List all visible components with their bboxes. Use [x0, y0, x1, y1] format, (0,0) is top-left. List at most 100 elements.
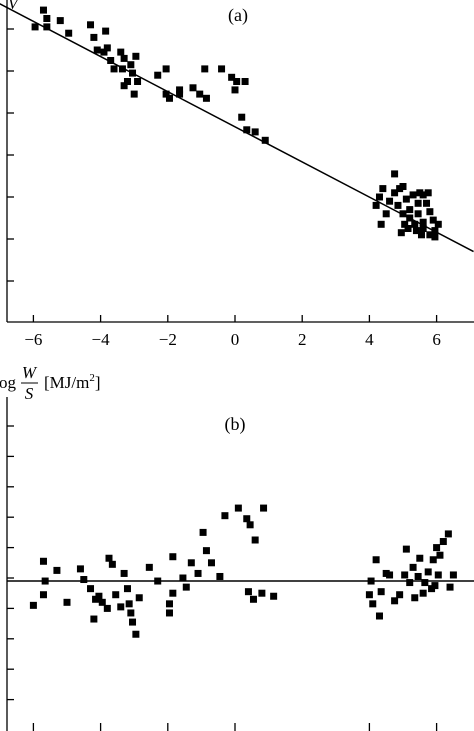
- panel-b-label: (b): [225, 414, 246, 435]
- panel-a-data-point: [399, 210, 407, 218]
- panel-a-data-point: [218, 65, 226, 73]
- panel-a-data-point: [118, 65, 126, 73]
- panel-b-data-point: [251, 536, 259, 544]
- panel-b-data-point: [95, 592, 103, 600]
- panel-b-data-point: [120, 569, 128, 577]
- panel-a-data-point: [399, 183, 407, 190]
- panel-b-data-point: [179, 574, 187, 582]
- panel-a-data-point: [243, 126, 251, 134]
- panel-b-data-point: [365, 591, 373, 599]
- panel-a-data-point: [431, 233, 439, 241]
- panel-b-data-point: [182, 583, 190, 591]
- panel-a-data-point: [31, 23, 39, 31]
- panel-b-y-label-unit-base: [MJ/m: [44, 373, 89, 392]
- panel-a-x-tick-label: −4: [92, 330, 111, 349]
- panel-b-data-point: [154, 577, 162, 585]
- panel-a-data-point: [397, 229, 405, 237]
- panel-b-data-point: [249, 595, 257, 603]
- panel-a-data-point: [120, 82, 128, 90]
- panel-b-data-point: [41, 577, 49, 585]
- panel-a-data-point: [154, 71, 162, 79]
- panel-a-data-point: [117, 48, 125, 56]
- panel-b-data-point: [375, 612, 383, 620]
- panel-a-x-tick-label: 2: [298, 330, 307, 349]
- panel-a-x-tick-label: 6: [432, 330, 441, 349]
- panel-a-data-point: [134, 78, 142, 85]
- panel-b-data-point: [187, 559, 195, 567]
- panel-b-data-point: [372, 556, 380, 564]
- panel-b-data-point: [202, 547, 210, 555]
- panel-b-data-point: [367, 577, 375, 585]
- panel-a-x-tick-labels: 8−6−4−202468: [24, 330, 441, 349]
- panel-b-data-point: [169, 589, 177, 597]
- panel-b-data-point: [145, 563, 153, 571]
- panel-b-data-point: [216, 572, 224, 580]
- panel-a-data-point: [414, 199, 422, 207]
- panel-b-data-point: [424, 568, 432, 576]
- panel-b-data-point: [258, 589, 266, 597]
- panel-a-data-point: [110, 65, 118, 73]
- panel-a-data-point: [423, 199, 431, 207]
- panel-a-data-point: [241, 78, 249, 85]
- panel-b-data-point: [436, 551, 444, 559]
- panel-a-data-point: [409, 191, 417, 199]
- panel-a-data-point: [202, 94, 210, 102]
- panel-b-data-point: [53, 566, 61, 574]
- panel-b-data-point: [409, 563, 417, 571]
- panel-a-data-point: [419, 191, 427, 199]
- panel-a-data-point: [412, 227, 420, 235]
- panel-a-data-point: [431, 227, 439, 235]
- panel-b-data-point: [132, 630, 140, 638]
- panel-b-data-point: [127, 609, 135, 617]
- panel-a-data-point: [401, 220, 409, 228]
- panel-b-y-label: og W S [MJ/m2]: [0, 363, 101, 403]
- panel-b-y-label-unit: [MJ/m2]: [44, 372, 101, 392]
- panel-b-data-point: [270, 592, 278, 600]
- panel-b-data-point: [433, 544, 441, 552]
- panel-b-data-point: [199, 528, 207, 536]
- panel-a-x-tick-label: −2: [159, 330, 177, 349]
- panel-a-data-point: [189, 84, 197, 92]
- panel-b-data-point: [416, 554, 424, 562]
- panel-a-data-point: [419, 225, 427, 232]
- panel-b-data-point: [221, 512, 229, 520]
- panel-b-data-point: [135, 594, 143, 602]
- panel-a-data-point: [406, 206, 414, 214]
- panel-b-data-point: [169, 553, 177, 561]
- panel-b-y-label-denominator: S: [25, 384, 34, 403]
- panel-a-data-point: [424, 189, 432, 197]
- panel-a-data-point: [120, 54, 128, 62]
- panel-b-data-point: [165, 600, 173, 608]
- panel-b-data-point: [401, 571, 409, 579]
- panel-b-data-point: [103, 604, 111, 612]
- panel-a-data-point: [394, 201, 402, 209]
- panel-b-data-point: [194, 569, 202, 577]
- panel-a-data-point: [43, 23, 51, 31]
- panel-a-data-point: [404, 225, 412, 232]
- panel-b: og W S [MJ/m2] (b): [0, 363, 474, 731]
- panel-b-x-ticks: [32, 723, 438, 731]
- panel-a-data-point: [103, 44, 111, 52]
- panel-a-data-point: [100, 48, 108, 56]
- panel-b-data-point: [396, 591, 404, 599]
- panel-b-data-point: [434, 571, 442, 579]
- panel-a-data-point: [414, 210, 422, 218]
- panel-b-data-point: [29, 601, 37, 609]
- panel-b-data-point: [449, 571, 457, 579]
- panel-a-data-point: [231, 86, 239, 94]
- panel-b-data-point: [377, 588, 385, 596]
- panel-a-data-point: [176, 90, 184, 98]
- panel-a-data-point: [162, 65, 170, 73]
- panel-a-data-point: [165, 94, 173, 102]
- panel-b-data-point: [112, 591, 120, 599]
- panel-b-data-point: [391, 597, 399, 605]
- panel-b-y-label-prefix: og: [0, 373, 17, 392]
- panel-a-data-point: [426, 208, 434, 216]
- panel-a-data-point: [107, 57, 115, 64]
- panel-b-y-label-unit-superscript: 2: [89, 372, 95, 384]
- panel-b-y-label-unit-close: ]: [95, 373, 101, 392]
- panel-b-data-point: [411, 594, 419, 602]
- panel-a-data-point: [162, 90, 170, 98]
- panel-b-points: [29, 504, 457, 638]
